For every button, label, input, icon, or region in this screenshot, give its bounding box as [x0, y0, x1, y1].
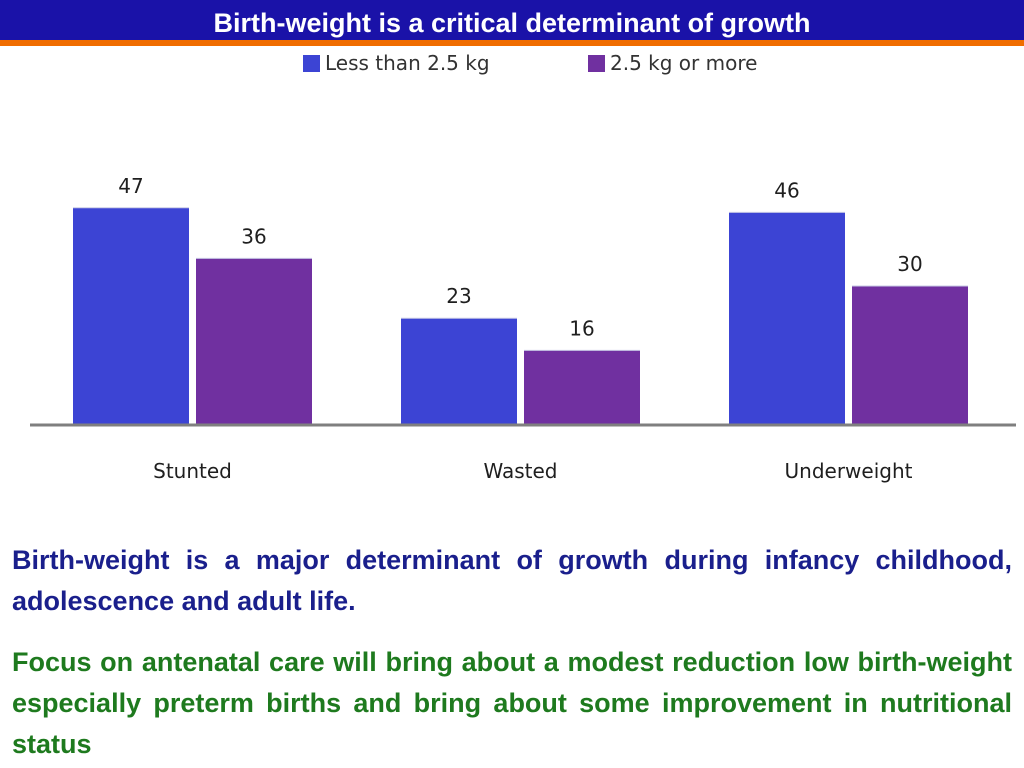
data-label-stunted-less-than-2-5-kg: 47 — [118, 174, 143, 198]
category-label-underweight: Underweight — [785, 459, 913, 483]
title-bar: Birth-weight is a critical determinant o… — [0, 0, 1024, 46]
bar-wasted-2-5-kg-or-more — [524, 350, 640, 424]
data-label-wasted-less-than-2-5-kg: 23 — [446, 284, 471, 308]
slide-title: Birth-weight is a critical determinant o… — [213, 8, 811, 38]
bar-chart: Less than 2.5 kg 2.5 kg or more 47 36 Stunte… — [0, 46, 1024, 516]
category-label-stunted: Stunted — [153, 459, 232, 483]
chart-svg: Less than 2.5 kg 2.5 kg or more 47 36 Stunte… — [30, 51, 1016, 483]
legend-swatch-2-5-kg-or-more — [588, 55, 605, 72]
data-label-stunted-2-5-kg-or-more: 36 — [241, 224, 266, 248]
data-label-wasted-2-5-kg-or-more: 16 — [569, 316, 594, 340]
paragraph-birth-weight: Birth-weight is a major determinant of g… — [12, 545, 1012, 616]
legend-swatch-less-than-2-5-kg — [303, 55, 320, 72]
bar-underweight-less-than-2-5-kg — [729, 212, 845, 424]
legend-label-2-5-kg-or-more: 2.5 kg or more — [610, 51, 757, 75]
bar-wasted-less-than-2-5-kg — [401, 318, 517, 424]
bar-underweight-2-5-kg-or-more — [852, 286, 968, 424]
bar-stunted-less-than-2-5-kg — [73, 207, 189, 424]
bar-stunted-2-5-kg-or-more — [196, 258, 312, 424]
paragraph-antenatal-care: Focus on antenatal care will bring about… — [12, 647, 1012, 759]
category-label-wasted: Wasted — [483, 459, 557, 483]
data-label-underweight-2-5-kg-or-more: 30 — [897, 252, 922, 276]
legend-label-less-than-2-5-kg: Less than 2.5 kg — [325, 51, 490, 75]
data-label-underweight-less-than-2-5-kg: 46 — [774, 178, 799, 202]
